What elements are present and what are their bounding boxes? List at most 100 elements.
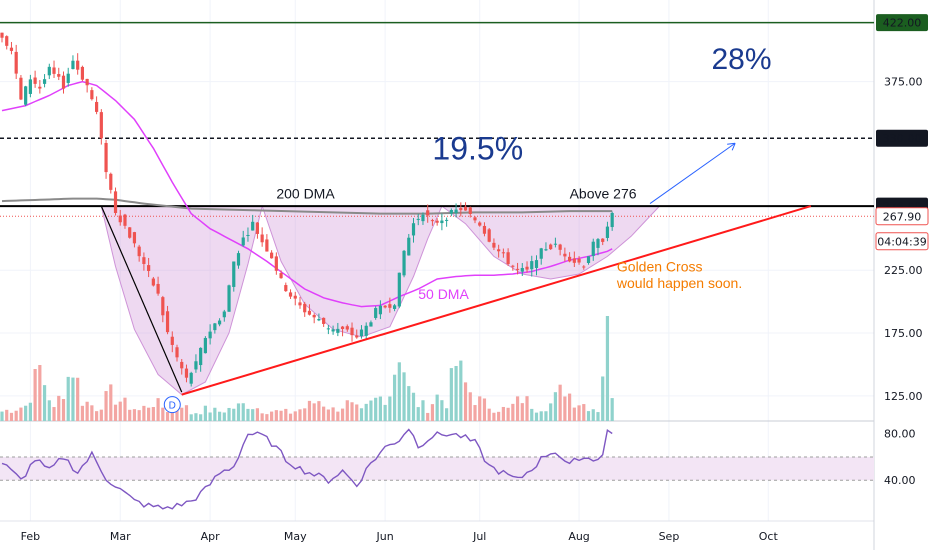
candle-body — [189, 372, 193, 384]
candle-body — [80, 66, 85, 80]
candle-body — [123, 214, 127, 226]
candle-body — [90, 90, 94, 100]
volume-bar — [284, 408, 288, 421]
candle-body — [549, 244, 553, 250]
candle-body — [336, 328, 340, 333]
volume-bar — [487, 408, 491, 421]
volume-bar — [270, 411, 274, 421]
candle-body — [511, 265, 515, 267]
volume-bar — [208, 412, 212, 421]
volume-bar — [90, 405, 94, 421]
volume-bar — [326, 409, 330, 421]
volume-bar — [184, 405, 189, 421]
volume-bar — [109, 384, 113, 421]
target-pct-1: 19.5% — [432, 131, 523, 167]
volume-bar — [222, 412, 226, 421]
volume-bar — [61, 399, 66, 421]
volume-bar — [307, 400, 312, 421]
candle-body — [293, 295, 297, 299]
candle-body — [572, 258, 576, 263]
volume-bar — [151, 407, 155, 421]
candle-body — [288, 292, 293, 297]
volume-bar — [113, 404, 118, 421]
candle-body — [430, 220, 435, 222]
candle-body — [392, 305, 397, 309]
candle-body — [194, 361, 198, 370]
volume-bar — [0, 411, 4, 421]
candle-body — [0, 32, 4, 38]
volume-bar — [582, 404, 586, 421]
projection-arrow — [649, 142, 736, 204]
candle-body — [402, 250, 406, 276]
rsi-band-fill — [0, 456, 874, 481]
candle-body — [85, 78, 89, 86]
rsi-indicator — [1, 428, 613, 510]
dma200-label: 200 DMA — [276, 186, 335, 202]
candle-body — [407, 237, 411, 256]
candle-body — [497, 249, 501, 252]
cup-pattern — [100, 205, 661, 396]
candle-body — [255, 222, 260, 234]
candle-body — [28, 79, 32, 94]
volume-bar — [520, 403, 524, 421]
golden-cross-note: Golden Cross — [617, 258, 703, 274]
volume-bar — [534, 412, 539, 421]
candle-body — [520, 268, 524, 272]
candle-body — [232, 261, 236, 287]
volume-bar — [189, 414, 193, 421]
volume-bar — [586, 411, 591, 421]
price-label-text: 422.00 — [883, 17, 922, 30]
volume-bar — [539, 411, 543, 421]
arrow-head-icon — [727, 142, 736, 151]
volume-bar — [99, 409, 103, 421]
volume-bar — [199, 414, 203, 421]
volume-bar — [217, 411, 222, 421]
volume-bar — [255, 408, 260, 421]
volume-bar — [331, 407, 335, 421]
candle-body — [175, 347, 179, 358]
volume-bar — [57, 395, 61, 421]
volume-bar — [137, 410, 141, 421]
candle-body — [350, 327, 354, 336]
candle-body — [151, 278, 155, 286]
volume-bars — [0, 316, 614, 421]
volume-bar — [118, 401, 122, 421]
volume-bar — [28, 402, 32, 421]
volume-bar — [47, 400, 51, 421]
candle-body — [388, 304, 392, 308]
candle-body — [180, 361, 184, 369]
axes: 125.00 175.00 225.00 375.00 40.00 80.00 Feb Mar… — [21, 76, 923, 543]
price-label-text: 04:04:39 — [877, 235, 926, 248]
volume-bar — [156, 398, 160, 421]
candle-body — [568, 256, 572, 262]
rsi-band — [0, 456, 874, 481]
volume-bar — [591, 409, 595, 421]
volume-bar — [572, 407, 576, 421]
trendlines — [100, 142, 812, 396]
candle-body — [307, 310, 312, 315]
candle-body — [369, 322, 373, 327]
candle-body — [586, 256, 591, 263]
price-label-text: 330.00 — [883, 132, 922, 145]
target-pct-2: 28% — [712, 43, 772, 76]
candle-body — [544, 249, 548, 251]
volume-bar — [213, 407, 217, 421]
candle-body — [113, 191, 118, 214]
volume-bar — [378, 396, 382, 421]
volume-bar — [426, 412, 430, 421]
volume-bar — [501, 406, 505, 421]
volume-bar — [610, 398, 614, 421]
volume-bar — [383, 404, 387, 421]
volume-bar — [5, 409, 9, 421]
candle-body — [128, 227, 132, 238]
volume-bar — [293, 411, 297, 421]
volume-bar — [95, 411, 99, 421]
candle-body — [217, 320, 222, 325]
candle-body — [340, 326, 345, 330]
candle-body — [553, 243, 558, 245]
candle-body — [14, 51, 18, 74]
candle-body — [478, 222, 482, 226]
cup-shape — [100, 205, 263, 396]
candles — [0, 32, 614, 387]
